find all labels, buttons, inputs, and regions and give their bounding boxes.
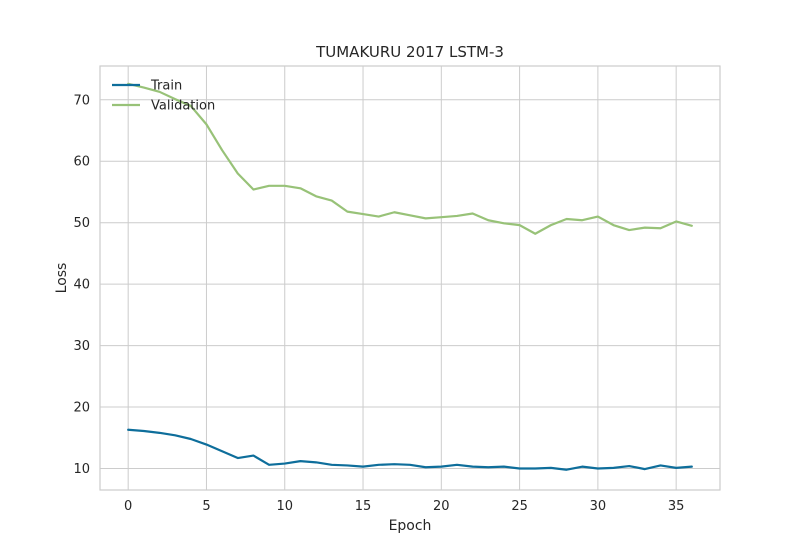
x-axis-ticks: 0 5 10 15 20 25 30 35: [124, 499, 684, 514]
chart-title: TUMAKURU 2017 LSTM-3: [315, 43, 504, 61]
x-tick-label: 5: [202, 499, 210, 514]
legend: Train Validation: [112, 79, 215, 114]
series-lines: [127, 82, 693, 471]
y-tick-label: 20: [73, 401, 90, 416]
plot-frame: [99, 65, 721, 491]
y-tick-label: 40: [73, 278, 90, 293]
x-tick-label: 30: [590, 499, 607, 514]
series-line-train: [127, 428, 693, 471]
y-axis-ticks: 10 20 30 40 50 60 70: [73, 93, 90, 477]
x-tick-label: 10: [276, 499, 293, 514]
series-line-validation: [127, 82, 693, 235]
x-tick-label: 15: [355, 499, 372, 514]
y-tick-label: 70: [73, 93, 90, 108]
x-tick-label: 25: [511, 499, 528, 514]
y-axis-label: Loss: [54, 263, 70, 294]
x-tick-label: 20: [433, 499, 450, 514]
x-tick-label: 0: [124, 499, 132, 514]
y-tick-label: 30: [73, 339, 90, 354]
x-axis-label: Epoch: [389, 518, 432, 534]
y-tick-label: 60: [73, 155, 90, 170]
y-tick-label: 10: [73, 462, 90, 477]
x-tick-label: 35: [668, 499, 685, 514]
legend-label-validation: Validation: [151, 99, 215, 114]
grid: [100, 66, 720, 490]
legend-label-train: Train: [150, 79, 182, 94]
y-tick-label: 50: [73, 216, 90, 231]
